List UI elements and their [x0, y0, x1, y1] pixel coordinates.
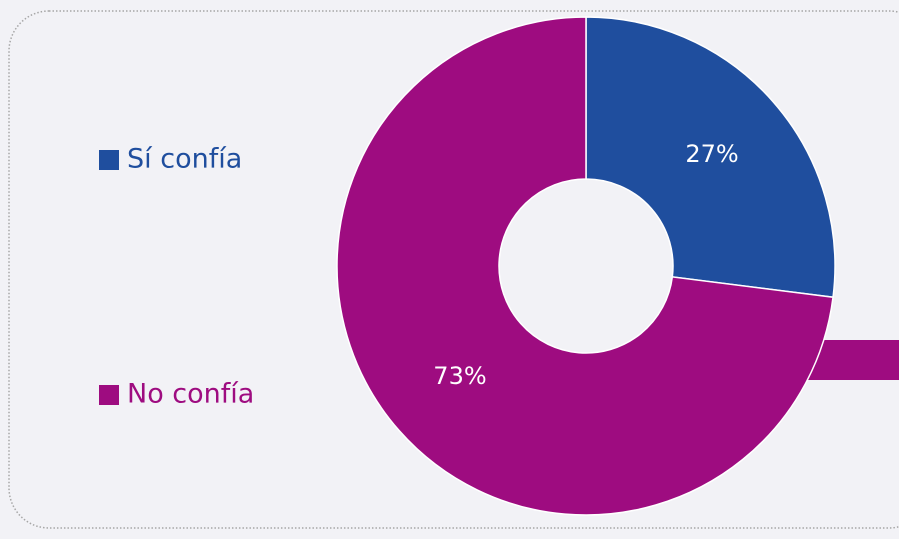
donut-segment	[585, 16, 836, 299]
legend-swatch	[99, 385, 119, 405]
legend-swatch	[99, 150, 119, 170]
data-label: 27%	[685, 140, 738, 168]
frame	[8, 10, 899, 529]
donut-segment	[336, 16, 834, 516]
data-label: 73%	[433, 362, 486, 390]
legend-label: Sí confía	[127, 144, 242, 175]
legend-label: No confía	[127, 379, 254, 410]
